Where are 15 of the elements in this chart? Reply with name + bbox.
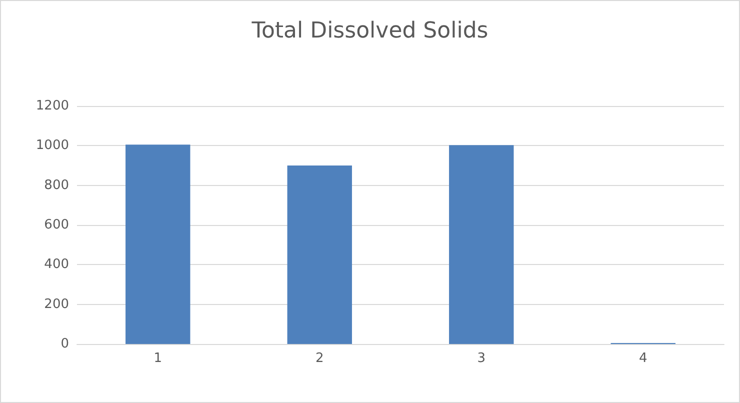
x-tick-label: 4 xyxy=(638,351,648,366)
chart-title: Total Dissolved Solids xyxy=(250,18,488,44)
x-tick-label: 3 xyxy=(477,351,486,366)
y-tick-label: 0 xyxy=(60,336,69,352)
y-tick-label: 1200 xyxy=(36,98,69,114)
bar xyxy=(287,166,352,344)
y-tick-label: 400 xyxy=(44,257,69,272)
x-tick-label: 1 xyxy=(154,351,162,366)
bar xyxy=(449,145,514,344)
x-tick-label: 2 xyxy=(315,351,324,366)
y-tick-label: 800 xyxy=(44,178,69,193)
bar xyxy=(126,144,190,344)
y-tick-label: 600 xyxy=(44,218,69,232)
y-tick-label: 200 xyxy=(44,296,69,312)
y-tick-label: 1000 xyxy=(36,138,69,154)
